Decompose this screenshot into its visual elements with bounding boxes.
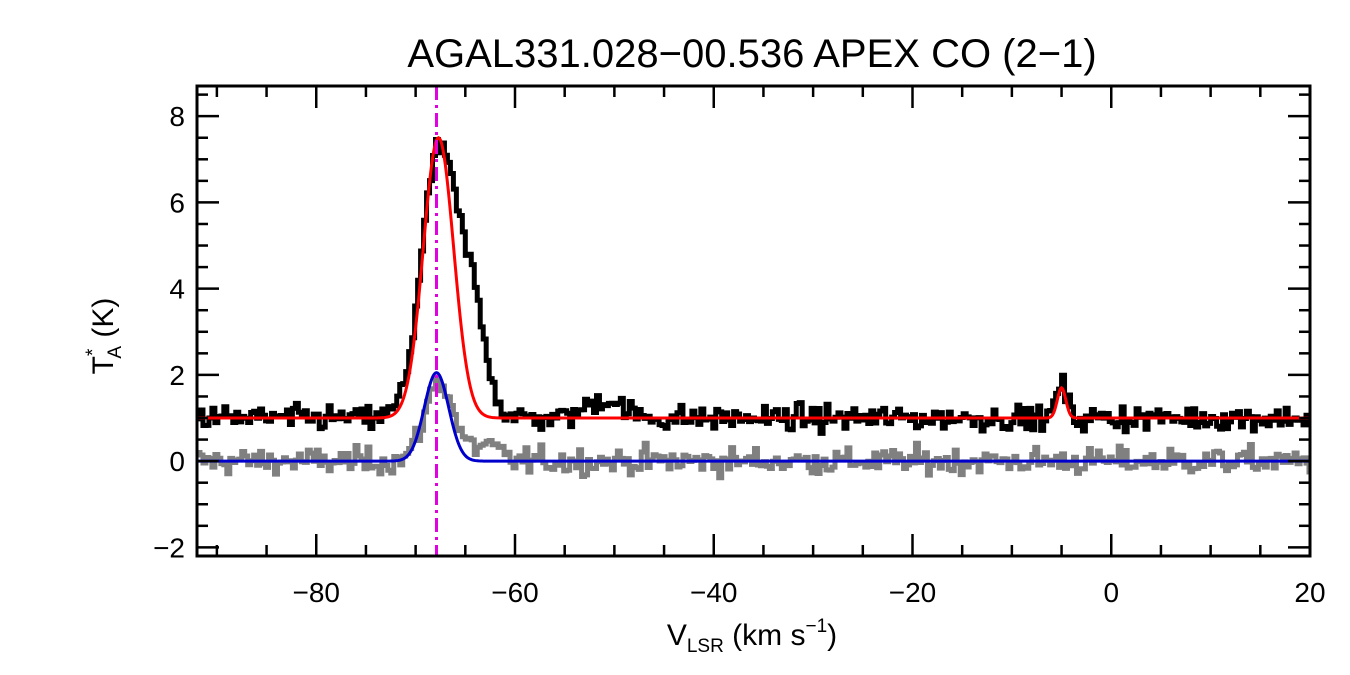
plot-frame: [195, 84, 1312, 558]
y-tick-label: 4: [169, 274, 185, 305]
y-tick-label: −2: [153, 532, 185, 563]
x-tick-label: −80: [293, 577, 341, 608]
axes: [195, 84, 1312, 558]
x-tick-label: −20: [889, 577, 937, 608]
chart-title: AGAL331.028−00.536 APEX CO (2−1): [407, 32, 1096, 76]
observed-spectrum-line: [197, 136, 1310, 436]
y-tick-label: 0: [169, 446, 185, 477]
fit-line-blue: [197, 371, 1310, 463]
x-tick-label: 20: [1294, 577, 1325, 608]
y-axis-label-group: T*A (K): [83, 298, 126, 375]
x-tick-label: 0: [1103, 577, 1119, 608]
fit-line-red: [197, 135, 1310, 420]
x-axis-label: VLSR (km s−1): [667, 616, 837, 657]
y-tick-label: 2: [169, 360, 185, 391]
plot-area: [197, 86, 1310, 556]
y-tick-label: 8: [169, 101, 185, 132]
y-tick-label: 6: [169, 187, 185, 218]
x-tick-label: −60: [491, 577, 539, 608]
y-axis-label: T*A (K): [83, 298, 126, 375]
x-tick-label: −40: [690, 577, 738, 608]
residual-spectrum-line: [197, 376, 1310, 481]
